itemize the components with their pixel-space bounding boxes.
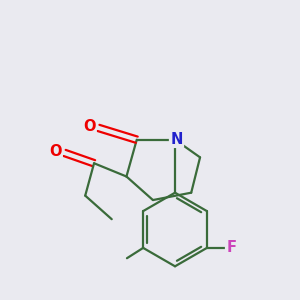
Text: N: N: [170, 132, 183, 147]
Text: O: O: [83, 119, 95, 134]
Text: F: F: [226, 240, 236, 255]
Text: O: O: [49, 144, 61, 159]
